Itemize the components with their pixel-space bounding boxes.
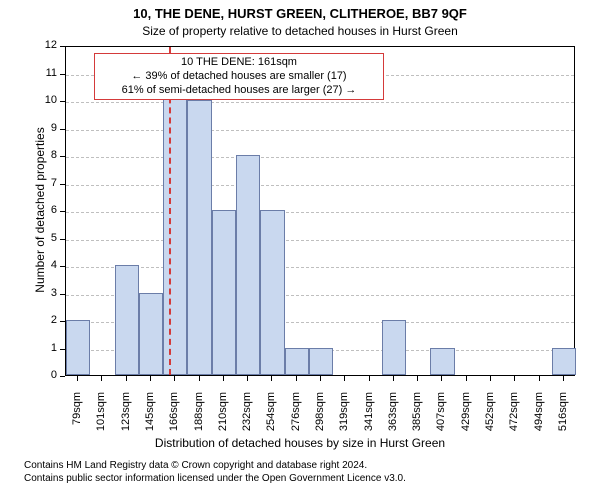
histogram-bar xyxy=(285,348,309,376)
y-tick-label: 5 xyxy=(37,232,57,244)
attribution-text: Contains HM Land Registry data © Crown c… xyxy=(24,460,406,485)
x-tick-mark xyxy=(320,376,321,381)
y-tick-label: 10 xyxy=(37,94,57,106)
x-tick-label: 385sqm xyxy=(411,392,423,442)
x-tick-mark xyxy=(126,376,127,381)
histogram-bar xyxy=(430,348,454,376)
x-tick-label: 188sqm xyxy=(193,392,205,442)
chart-title-line1: 10, THE DENE, HURST GREEN, CLITHEROE, BB… xyxy=(0,6,600,21)
x-tick-label: 341sqm xyxy=(363,392,375,442)
y-tick-label: 8 xyxy=(37,149,57,161)
x-tick-label: 166sqm xyxy=(168,392,180,442)
x-tick-mark xyxy=(199,376,200,381)
x-tick-mark xyxy=(563,376,564,381)
plot-area: 10 THE DENE: 161sqm ← 39% of detached ho… xyxy=(65,46,575,376)
y-tick-mark xyxy=(60,101,65,102)
x-tick-label: 452sqm xyxy=(484,392,496,442)
x-tick-mark xyxy=(417,376,418,381)
x-tick-mark xyxy=(150,376,151,381)
x-tick-mark xyxy=(514,376,515,381)
x-tick-mark xyxy=(271,376,272,381)
y-tick-mark xyxy=(60,129,65,130)
x-tick-label: 101sqm xyxy=(95,392,107,442)
histogram-bar xyxy=(236,155,260,375)
y-tick-label: 12 xyxy=(37,39,57,51)
x-tick-label: 494sqm xyxy=(533,392,545,442)
y-gridline xyxy=(66,240,574,242)
y-tick-label: 4 xyxy=(37,259,57,271)
histogram-bar xyxy=(309,348,333,376)
attribution-line-2: Contains public sector information licen… xyxy=(24,473,406,486)
y-gridline xyxy=(66,130,574,132)
histogram-bar xyxy=(163,73,187,376)
annotation-line-3: 61% of semi-detached houses are larger (… xyxy=(101,84,377,98)
x-tick-label: 407sqm xyxy=(435,392,447,442)
y-gridline xyxy=(66,102,574,104)
x-tick-mark xyxy=(369,376,370,381)
annotation-box: 10 THE DENE: 161sqm ← 39% of detached ho… xyxy=(94,53,384,100)
x-tick-mark xyxy=(539,376,540,381)
y-gridline xyxy=(66,185,574,187)
y-tick-mark xyxy=(60,156,65,157)
x-tick-mark xyxy=(296,376,297,381)
x-tick-label: 254sqm xyxy=(265,392,277,442)
x-tick-mark xyxy=(490,376,491,381)
attribution-line-1: Contains HM Land Registry data © Crown c… xyxy=(24,460,406,473)
y-tick-label: 1 xyxy=(37,342,57,354)
x-tick-label: 298sqm xyxy=(314,392,326,442)
x-tick-mark xyxy=(344,376,345,381)
histogram-bar xyxy=(552,348,576,376)
x-tick-label: 319sqm xyxy=(338,392,350,442)
y-tick-mark xyxy=(60,321,65,322)
histogram-bar xyxy=(212,210,236,375)
x-tick-mark xyxy=(101,376,102,381)
annotation-line-1: 10 THE DENE: 161sqm xyxy=(101,56,377,70)
y-tick-label: 3 xyxy=(37,287,57,299)
x-tick-mark xyxy=(77,376,78,381)
histogram-bar xyxy=(139,293,163,376)
y-tick-mark xyxy=(60,294,65,295)
y-tick-mark xyxy=(60,46,65,47)
y-tick-mark xyxy=(60,211,65,212)
y-gridline xyxy=(66,212,574,214)
y-tick-label: 6 xyxy=(37,204,57,216)
histogram-bar xyxy=(66,320,90,375)
histogram-bar xyxy=(260,210,284,375)
x-tick-mark xyxy=(441,376,442,381)
x-tick-label: 472sqm xyxy=(508,392,520,442)
y-gridline xyxy=(66,267,574,269)
x-tick-mark xyxy=(466,376,467,381)
chart-title-line2: Size of property relative to detached ho… xyxy=(0,24,600,38)
histogram-bar xyxy=(187,100,211,375)
x-tick-mark xyxy=(393,376,394,381)
y-tick-mark xyxy=(60,376,65,377)
x-tick-label: 123sqm xyxy=(120,392,132,442)
x-tick-mark xyxy=(223,376,224,381)
y-tick-label: 2 xyxy=(37,314,57,326)
annotation-line-2: ← 39% of detached houses are smaller (17… xyxy=(101,70,377,84)
x-tick-label: 429sqm xyxy=(460,392,472,442)
y-tick-mark xyxy=(60,184,65,185)
y-tick-mark xyxy=(60,239,65,240)
y-tick-label: 9 xyxy=(37,122,57,134)
y-tick-label: 7 xyxy=(37,177,57,189)
y-gridline xyxy=(66,157,574,159)
x-tick-label: 516sqm xyxy=(557,392,569,442)
y-tick-label: 11 xyxy=(37,67,57,79)
x-tick-label: 210sqm xyxy=(217,392,229,442)
x-tick-mark xyxy=(174,376,175,381)
histogram-chart: 10, THE DENE, HURST GREEN, CLITHEROE, BB… xyxy=(0,0,600,500)
x-tick-label: 232sqm xyxy=(241,392,253,442)
x-tick-label: 363sqm xyxy=(387,392,399,442)
x-tick-label: 276sqm xyxy=(290,392,302,442)
y-tick-mark xyxy=(60,266,65,267)
y-tick-label: 0 xyxy=(37,369,57,381)
y-tick-mark xyxy=(60,74,65,75)
x-tick-label: 145sqm xyxy=(144,392,156,442)
histogram-bar xyxy=(382,320,406,375)
histogram-bar xyxy=(115,265,139,375)
y-tick-mark xyxy=(60,349,65,350)
x-tick-label: 79sqm xyxy=(71,392,83,442)
x-tick-mark xyxy=(247,376,248,381)
